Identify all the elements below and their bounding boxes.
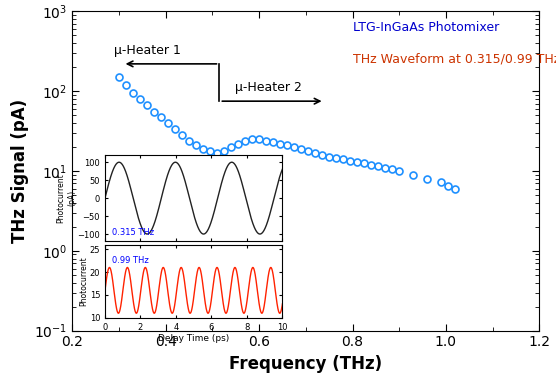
Text: 0.99 THz: 0.99 THz — [112, 256, 149, 265]
Text: THz Waveform at 0.315/0.99 THz: THz Waveform at 0.315/0.99 THz — [353, 53, 556, 66]
Y-axis label: Photocurrent
(pA): Photocurrent (pA) — [57, 173, 76, 223]
Text: LTG-InGaAs Photomixer: LTG-InGaAs Photomixer — [353, 21, 499, 34]
Y-axis label: Photocurrent: Photocurrent — [79, 256, 88, 306]
X-axis label: Delay Time (ps): Delay Time (ps) — [158, 334, 229, 344]
Text: μ-Heater 2: μ-Heater 2 — [235, 81, 302, 94]
X-axis label: Frequency (THz): Frequency (THz) — [229, 355, 383, 373]
Text: 0.315 THz: 0.315 THz — [112, 228, 154, 237]
Text: μ-Heater 1: μ-Heater 1 — [113, 44, 181, 57]
Y-axis label: THz Signal (pA): THz Signal (pA) — [11, 99, 29, 243]
